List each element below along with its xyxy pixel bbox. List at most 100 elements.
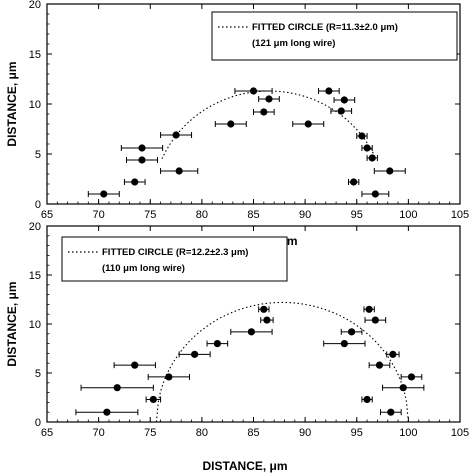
point-marker xyxy=(260,108,268,116)
x-tick-label: 105 xyxy=(451,427,469,439)
point-marker xyxy=(387,408,395,416)
point-marker xyxy=(389,350,397,358)
point-marker xyxy=(249,87,258,95)
fitted-circle-curve xyxy=(161,90,377,160)
data-point xyxy=(333,96,356,104)
legend-sublabel: (110 μm long wire) xyxy=(102,263,185,274)
point-marker xyxy=(260,305,268,313)
point-marker xyxy=(247,328,256,336)
point-marker xyxy=(131,361,139,369)
x-tick-label: 105 xyxy=(451,209,469,221)
legend-label: FITTED CIRCLE (R=11.3±2.0 μm) xyxy=(252,22,398,33)
point-marker xyxy=(358,132,366,140)
point-marker xyxy=(347,328,356,336)
legend: FITTED CIRCLE (R=11.3±2.0 μm) (121 μm lon… xyxy=(211,11,458,61)
point-marker xyxy=(375,361,384,369)
legend-box xyxy=(211,11,458,61)
chart-panel-1: 65 70 75 80 85 90 95 100 105 0 5 10 15 20 DISTANCE, μm… xyxy=(5,0,469,248)
point-marker xyxy=(263,316,271,324)
y-tick-label: 5 xyxy=(35,368,41,380)
data-point xyxy=(87,190,120,198)
data-point xyxy=(364,316,387,324)
y-tick-label: 10 xyxy=(29,99,41,111)
data-point xyxy=(230,328,273,336)
point-marker xyxy=(175,167,183,175)
point-marker xyxy=(172,131,180,139)
point-marker xyxy=(191,350,199,358)
data-point xyxy=(178,350,211,358)
data-point xyxy=(340,328,363,336)
data-point xyxy=(234,87,273,95)
data-point xyxy=(260,316,274,324)
data-point xyxy=(366,154,378,162)
x-tick-label: 65 xyxy=(41,427,53,439)
point-marker xyxy=(138,144,146,152)
data-point xyxy=(75,408,139,416)
data-point xyxy=(126,156,158,164)
point-marker xyxy=(265,95,273,103)
legend-box xyxy=(61,236,288,282)
x-tick-label: 70 xyxy=(93,427,105,439)
point-marker xyxy=(131,178,139,186)
y-tick-label: 5 xyxy=(35,149,41,161)
y-tick-label: 10 xyxy=(29,319,41,331)
point-marker xyxy=(113,384,121,392)
point-marker xyxy=(227,120,235,128)
x-tick-label: 75 xyxy=(144,427,156,439)
legend-sublabel: (121 μm long wire) xyxy=(252,38,335,49)
legend: FITTED CIRCLE (R=12.2±2.3 μm) (110 μm lon… xyxy=(61,236,288,282)
x-tick-label: 100 xyxy=(399,427,417,439)
y-tick-label: 0 xyxy=(35,417,41,429)
point-marker xyxy=(363,144,371,152)
point-marker xyxy=(340,340,348,348)
data-point xyxy=(382,384,425,392)
data-point xyxy=(292,120,325,128)
point-marker xyxy=(100,190,108,198)
data-point xyxy=(400,373,423,381)
point-marker xyxy=(165,373,173,381)
x-tick-label: 85 xyxy=(247,209,259,221)
x-tick-label: 70 xyxy=(93,209,105,221)
data-point xyxy=(361,190,390,198)
x-tick-label: 95 xyxy=(351,427,363,439)
x-axis-label: DISTANCE, μm xyxy=(202,459,287,473)
point-marker xyxy=(337,107,345,115)
point-marker xyxy=(325,87,333,95)
point-marker xyxy=(371,316,379,324)
point-marker xyxy=(304,120,312,128)
x-tick-label: 95 xyxy=(351,209,363,221)
data-point xyxy=(318,87,340,95)
fitted-circle-curve xyxy=(155,301,409,423)
data-point xyxy=(258,95,280,103)
data-point xyxy=(368,361,391,369)
chart-panel-2: 65 70 75 80 85 90 95 100 105 0 5 10 15 20 DISTANCE, μm… xyxy=(5,221,469,473)
x-tick-label: 80 xyxy=(196,427,208,439)
point-marker xyxy=(363,395,371,404)
data-point xyxy=(323,340,366,348)
y-tick-label: 15 xyxy=(29,270,41,282)
x-tick-label: 80 xyxy=(196,209,208,221)
point-marker xyxy=(365,305,373,313)
data-point xyxy=(363,305,375,313)
data-point xyxy=(373,167,406,175)
data-point xyxy=(214,120,247,128)
point-marker xyxy=(371,190,379,198)
data-point xyxy=(147,373,190,381)
data-point xyxy=(253,108,275,116)
data-point xyxy=(113,361,156,369)
point-marker xyxy=(350,178,358,186)
x-tick-label: 65 xyxy=(41,209,53,221)
data-point xyxy=(361,395,373,404)
data-point xyxy=(356,132,368,140)
data-point xyxy=(258,305,270,313)
y-tick-label: 20 xyxy=(29,0,41,11)
data-point xyxy=(160,131,193,139)
point-marker xyxy=(149,395,157,404)
point-marker xyxy=(103,408,111,416)
data-point xyxy=(386,350,400,358)
y-tick-label: 0 xyxy=(35,199,41,211)
y-axis-label: DISTANCE, μm xyxy=(5,61,19,146)
point-marker xyxy=(407,373,416,381)
data-point xyxy=(145,395,162,404)
